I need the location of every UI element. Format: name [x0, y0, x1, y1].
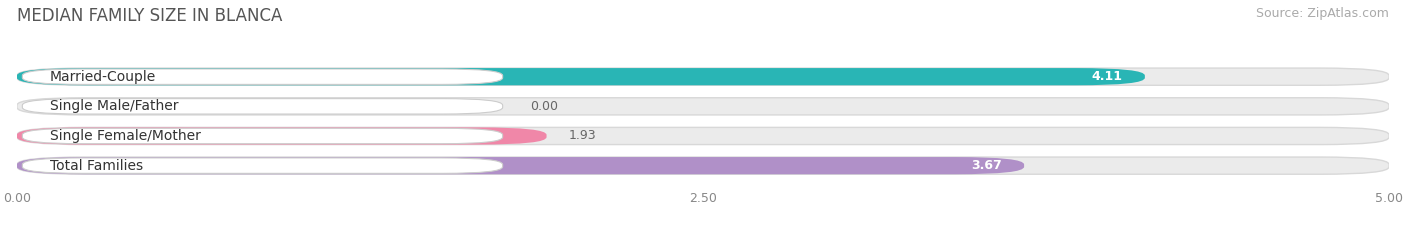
FancyBboxPatch shape	[17, 127, 1389, 145]
FancyBboxPatch shape	[17, 157, 1389, 174]
Text: Single Male/Father: Single Male/Father	[49, 99, 179, 113]
FancyBboxPatch shape	[22, 99, 503, 114]
FancyBboxPatch shape	[22, 158, 503, 173]
Text: 0.00: 0.00	[530, 100, 558, 113]
Text: 4.11: 4.11	[1092, 70, 1123, 83]
FancyBboxPatch shape	[17, 127, 547, 145]
FancyBboxPatch shape	[22, 69, 503, 84]
FancyBboxPatch shape	[17, 98, 1389, 115]
FancyBboxPatch shape	[17, 68, 1389, 85]
Text: 1.93: 1.93	[568, 130, 596, 143]
Text: Source: ZipAtlas.com: Source: ZipAtlas.com	[1256, 7, 1389, 20]
Text: Single Female/Mother: Single Female/Mother	[49, 129, 201, 143]
FancyBboxPatch shape	[17, 157, 1024, 174]
Text: Total Families: Total Families	[49, 159, 143, 173]
Text: MEDIAN FAMILY SIZE IN BLANCA: MEDIAN FAMILY SIZE IN BLANCA	[17, 7, 283, 25]
FancyBboxPatch shape	[22, 128, 503, 144]
Text: 3.67: 3.67	[972, 159, 1002, 172]
Text: Married-Couple: Married-Couple	[49, 70, 156, 84]
FancyBboxPatch shape	[17, 68, 1144, 85]
